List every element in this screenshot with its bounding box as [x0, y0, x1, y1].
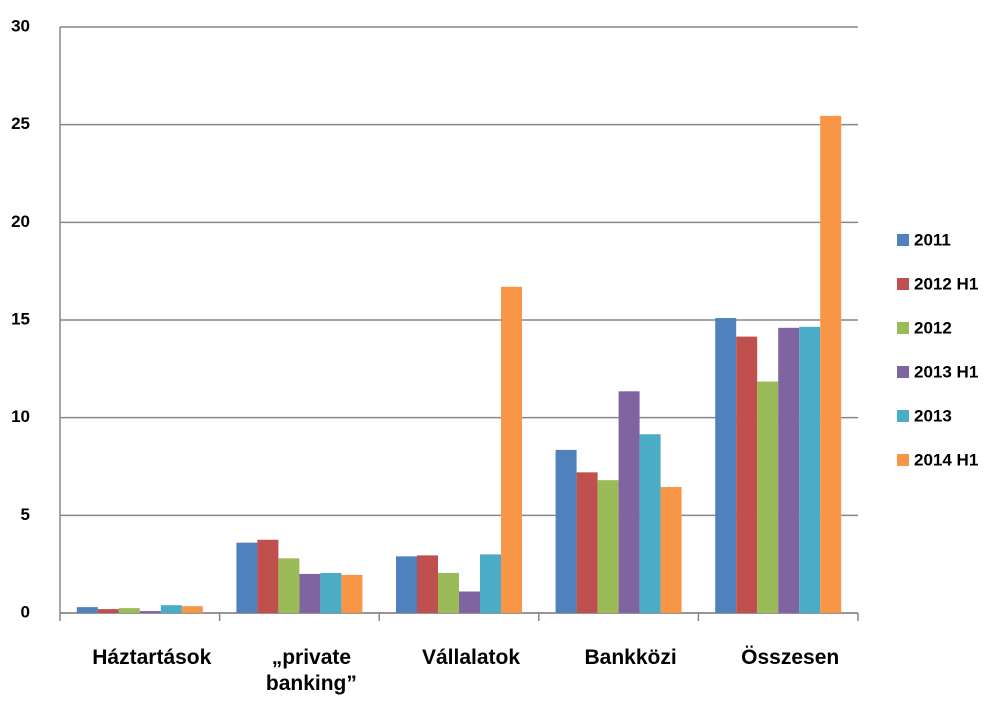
bar: [799, 326, 821, 613]
bar: [778, 327, 800, 613]
x-tick-label: Összesen: [741, 646, 840, 669]
legend-swatch: [897, 366, 909, 378]
x-tick-label: Háztartások: [92, 646, 212, 669]
x-tick-label: Vállalatok: [421, 646, 521, 669]
y-tick-label: 0: [21, 602, 30, 621]
bar: [480, 554, 501, 613]
bar: [320, 572, 342, 613]
legend-swatch: [897, 234, 909, 246]
bar: [618, 391, 640, 613]
bar: [417, 555, 438, 613]
bar: [639, 434, 661, 613]
legend-swatch: [897, 454, 909, 466]
bar: [597, 480, 619, 613]
bar: [181, 606, 203, 613]
y-tick-label: 20: [11, 212, 30, 231]
x-tick-label: „private banking”: [265, 646, 357, 695]
legend-label: 2012: [914, 318, 952, 337]
y-tick-label: 5: [21, 505, 30, 524]
bar: [576, 472, 598, 613]
legend-label: 2014 H1: [914, 450, 978, 469]
bar: [660, 487, 682, 613]
legend-swatch: [897, 278, 909, 290]
bar: [97, 609, 119, 613]
bar: [257, 539, 279, 613]
bar: [736, 336, 758, 613]
legend-swatch: [897, 322, 909, 334]
bar: [820, 115, 842, 614]
bar: [118, 608, 140, 613]
legend-label: 2011: [914, 230, 951, 249]
legend-label: 2013 H1: [914, 362, 978, 381]
bar: [139, 611, 161, 613]
legend-label: 2013: [914, 406, 952, 425]
bar: [757, 381, 779, 613]
bar: [555, 449, 577, 613]
bar: [76, 607, 98, 613]
bar: [236, 542, 258, 613]
bar: [396, 556, 417, 613]
bar: [501, 286, 522, 613]
y-tick-label: 10: [11, 407, 30, 426]
legend-label: 2012 H1: [914, 274, 978, 293]
x-tick-label: Bankközi: [584, 646, 677, 669]
bar: [715, 318, 737, 613]
y-tick-label: 15: [11, 309, 30, 328]
bar: [438, 572, 459, 613]
bar: [459, 591, 480, 613]
y-tick-label: 25: [11, 114, 30, 133]
legend-swatch: [897, 410, 909, 422]
bar: [341, 574, 363, 613]
bar: [278, 558, 300, 613]
bar: [299, 573, 321, 613]
y-tick-label: 30: [11, 16, 30, 35]
bar: [160, 605, 182, 613]
